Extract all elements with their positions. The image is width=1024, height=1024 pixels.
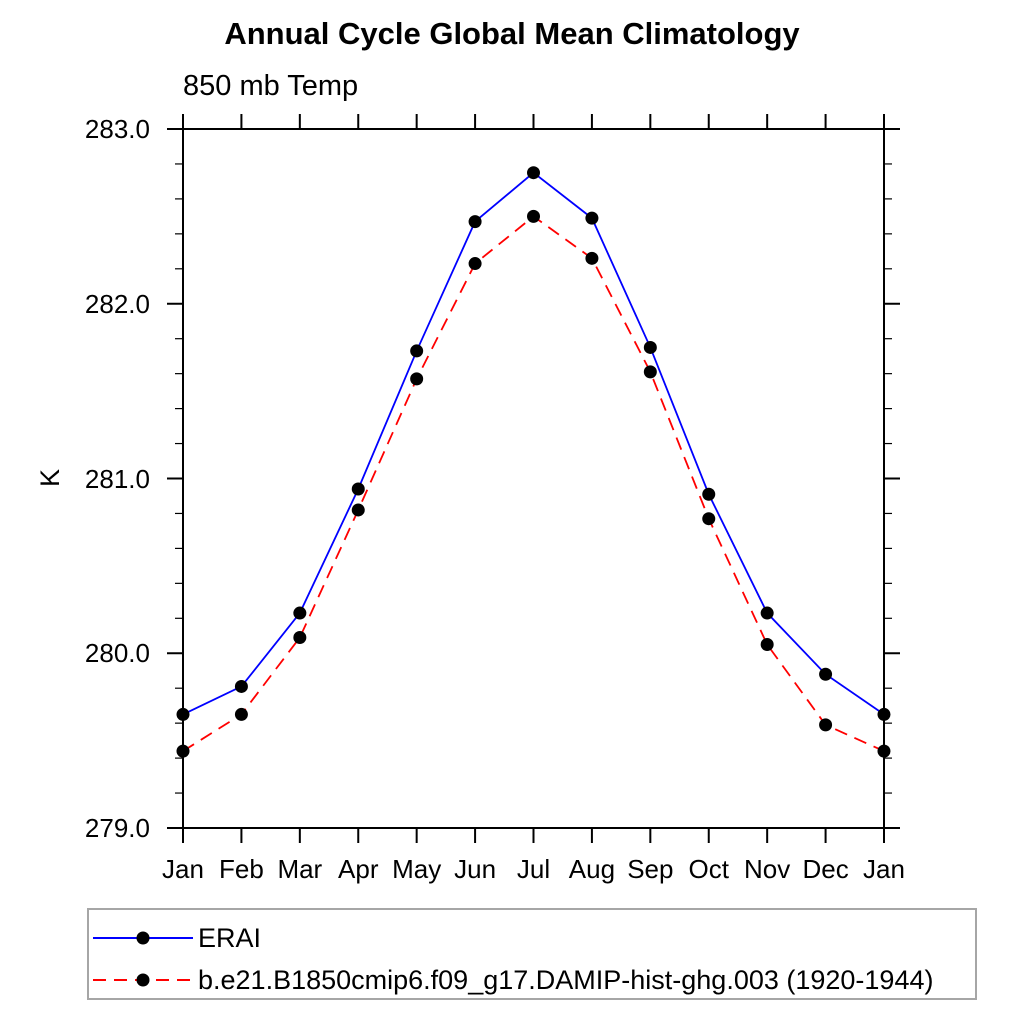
x-tick-label: Sep — [627, 854, 674, 884]
x-tick-label: Jun — [454, 854, 497, 884]
x-tick-label: Jul — [516, 854, 551, 884]
x-tick-label: Dec — [802, 854, 849, 884]
data-point-marker — [234, 679, 248, 693]
y-tick-label: 282.0 — [84, 288, 150, 319]
data-point-marker — [234, 707, 248, 721]
x-tick-label: Jan — [863, 854, 905, 884]
data-point-marker — [527, 209, 540, 223]
x-tick-label: Nov — [744, 854, 791, 884]
legend-marker-icon — [136, 931, 150, 945]
y-tick-label: 280.0 — [84, 638, 150, 669]
legend-label-erai: ERAI — [198, 922, 262, 953]
legend-line-sample-dashed — [93, 973, 193, 987]
chart-subtitle: 850 mb Temp — [183, 70, 359, 102]
data-point-marker — [176, 744, 190, 758]
y-tick-label: 279.0 — [84, 813, 150, 843]
x-tick-label: Oct — [688, 854, 729, 884]
x-tick-label: Apr — [338, 854, 379, 884]
legend-line-sample-solid — [93, 931, 193, 945]
data-point-marker — [760, 606, 774, 620]
data-point-marker — [585, 251, 599, 265]
chart-title: Annual Cycle Global Mean Climatology — [224, 16, 800, 51]
data-point-marker — [819, 667, 833, 681]
series-line-model — [182, 215, 885, 752]
y-tick-label: 281.0 — [84, 463, 150, 494]
data-point-marker — [585, 211, 599, 225]
data-point-marker — [293, 631, 307, 645]
data-point-marker — [527, 166, 540, 180]
data-point-marker — [468, 215, 482, 229]
x-tick-label: May — [392, 854, 442, 884]
legend-entry-model: b.e21.B1850cmip6.f09_g17.DAMIP-hist-ghg.… — [91, 962, 933, 998]
data-point-marker — [351, 482, 365, 496]
data-point-marker — [643, 340, 657, 354]
data-point-marker — [293, 606, 307, 620]
data-point-marker — [351, 503, 365, 517]
x-tick-label: Jan — [162, 854, 204, 884]
x-tick-label: Aug — [568, 854, 616, 884]
x-tick-label: Mar — [277, 854, 323, 884]
data-point-marker — [877, 707, 891, 721]
data-point-marker — [877, 744, 891, 758]
data-point-marker — [702, 487, 716, 501]
legend-label-model: b.e21.B1850cmip6.f09_g17.DAMIP-hist-ghg.… — [198, 964, 934, 995]
y-tick-label: 283.0 — [84, 114, 150, 144]
data-point-marker — [819, 718, 833, 732]
data-point-marker — [643, 365, 657, 379]
series-line-erai — [182, 171, 885, 716]
data-point-marker — [410, 344, 424, 358]
legend-marker-icon — [136, 973, 150, 987]
legend-box: ERAI b.e21.B1850cmip6.f09_g17.DAMIP-hist… — [87, 908, 977, 1000]
data-point-marker — [760, 638, 774, 652]
x-tick-label: Feb — [219, 854, 264, 884]
data-point-marker — [176, 707, 190, 721]
legend-entry-erai: ERAI — [91, 920, 261, 956]
data-point-marker — [702, 512, 716, 526]
plot-frame — [182, 128, 885, 829]
data-point-marker — [410, 372, 424, 386]
data-point-marker — [468, 257, 482, 271]
